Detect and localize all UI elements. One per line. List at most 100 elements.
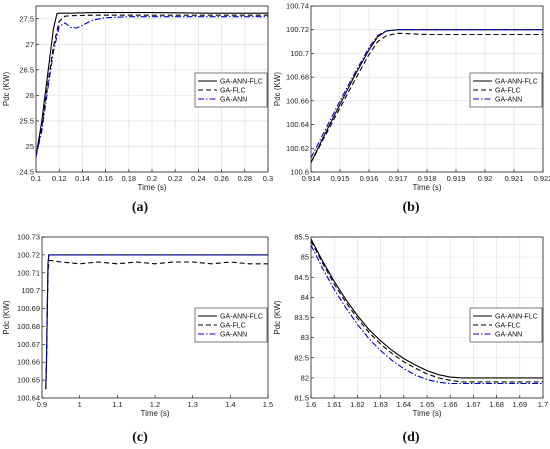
y-tick-label: 100.74 bbox=[286, 2, 309, 11]
y-tick-label: 100.67 bbox=[17, 340, 40, 349]
x-tick-label: 0.916 bbox=[360, 174, 379, 183]
x-tick-label: 1.62 bbox=[350, 400, 365, 409]
x-tick-label: 1.67 bbox=[466, 400, 481, 409]
chart-panel-3: 0.9 1 1.1 1.2 1.3 1.4 1.5 100.64 100.65 100.66 100… bbox=[2, 233, 273, 446]
x-tick-label: 1.5 bbox=[263, 400, 273, 409]
x-tick-label: 1.2 bbox=[150, 400, 160, 409]
legend-entry-label: GA-ANN-FLC bbox=[495, 79, 538, 86]
x-tick-label: 1.64 bbox=[396, 400, 411, 409]
y-tick-label: 24.5 bbox=[19, 168, 34, 177]
x-tick-label: 0.28 bbox=[237, 174, 252, 183]
x-tick-label: 0.16 bbox=[98, 174, 113, 183]
y-tick-label: 84 bbox=[301, 293, 309, 302]
x-tick-label: 0.918 bbox=[418, 174, 437, 183]
x-axis-label: Time (s) bbox=[412, 409, 441, 418]
x-tick-label: 0.921 bbox=[505, 174, 524, 183]
y-tick-label: 26 bbox=[26, 91, 34, 100]
chart-panel-2: 0.914 0.915 0.916 0.917 0.918 0.919 0.92 0.921 0… bbox=[273, 2, 550, 216]
legend-entry-label: GA-FLC bbox=[495, 323, 521, 330]
x-tick-label: 0.914 bbox=[302, 174, 321, 183]
x-tick-label: 0.24 bbox=[191, 174, 206, 183]
x-tick-label: 1.65 bbox=[420, 400, 435, 409]
x-tick-label: 1.4 bbox=[225, 400, 235, 409]
series-line-ga-flc bbox=[311, 240, 543, 383]
y-tick-label: 100.68 bbox=[17, 322, 40, 331]
y-tick-label: 100.66 bbox=[17, 358, 40, 367]
x-tick-label: 0.18 bbox=[121, 174, 136, 183]
x-tick-label: 1.3 bbox=[187, 400, 197, 409]
y-tick-label: 85 bbox=[301, 253, 309, 262]
y-tick-label: 100.66 bbox=[286, 96, 309, 105]
legend-entry-label: GA-ANN bbox=[495, 332, 522, 339]
y-tick-label: 100.6 bbox=[290, 168, 309, 177]
legend-entry-label: GA-ANN bbox=[220, 97, 247, 104]
x-tick-label: 1.66 bbox=[443, 400, 458, 409]
x-tick-label: 0.922 bbox=[534, 174, 550, 183]
y-tick-label: 100.64 bbox=[286, 120, 309, 129]
y-tick-label: 85.5 bbox=[294, 233, 309, 242]
y-tick-label: 100.72 bbox=[286, 25, 309, 34]
y-tick-label: 83 bbox=[301, 333, 309, 342]
legend-entry-label: GA-ANN bbox=[220, 332, 247, 339]
series-line-ga-ann-flc bbox=[36, 12, 268, 157]
x-tick-label: 1.1 bbox=[112, 400, 122, 409]
panel-label: (c) bbox=[132, 430, 148, 445]
x-tick-label: 0.919 bbox=[447, 174, 466, 183]
y-tick-label: 100.71 bbox=[17, 268, 40, 277]
y-tick-label: 27 bbox=[26, 40, 34, 49]
x-tick-label: 0.3 bbox=[263, 174, 273, 183]
x-tick-label: 1.63 bbox=[373, 400, 388, 409]
x-tick-label: 1.7 bbox=[538, 400, 548, 409]
y-tick-label: 83.5 bbox=[294, 313, 309, 322]
x-tick-label: 0.917 bbox=[389, 174, 408, 183]
y-tick-label: 100.7 bbox=[21, 286, 40, 295]
x-tick-label: 0.915 bbox=[331, 174, 350, 183]
legend-entry-label: GA-FLC bbox=[220, 323, 246, 330]
y-tick-label: 82.5 bbox=[294, 353, 309, 362]
y-axis-label: Pdc (KW) bbox=[2, 72, 11, 107]
y-tick-label: 84.5 bbox=[294, 273, 309, 282]
y-tick-label: 25 bbox=[26, 142, 34, 151]
y-tick-label: 100.62 bbox=[286, 144, 309, 153]
series-line-ga-ann bbox=[45, 254, 268, 384]
x-axis-label: Time (s) bbox=[137, 183, 166, 192]
y-tick-label: 100.65 bbox=[17, 376, 40, 385]
x-tick-label: 0.9 bbox=[37, 400, 47, 409]
y-tick-label: 81.5 bbox=[294, 394, 309, 403]
x-tick-label: 0.1 bbox=[31, 174, 41, 183]
chart-panel-1: 0.1 0.12 0.14 0.16 0.18 0.2 0.22 0.24 0.26 0.28 0.… bbox=[2, 5, 273, 215]
y-axis-label: Pdc (KW) bbox=[2, 300, 11, 335]
x-tick-label: 1.69 bbox=[512, 400, 527, 409]
x-tick-label: 0.2 bbox=[147, 174, 157, 183]
chart-panel-4: 1.6 1.61 1.62 1.63 1.64 1.65 1.66 1.67 1.68 1.69 1… bbox=[273, 233, 548, 446]
y-tick-label: 100.68 bbox=[286, 73, 309, 82]
series-line-ga-ann bbox=[311, 244, 543, 385]
legend-entry-label: GA-ANN bbox=[495, 97, 522, 104]
x-tick-label: 1.68 bbox=[489, 400, 504, 409]
legend: GA-ANN-FLC GA-FLC GA-ANN bbox=[194, 72, 268, 108]
series-line-ga-ann bbox=[311, 29, 543, 159]
legend: GA-ANN-FLC GA-FLC GA-ANN bbox=[469, 72, 543, 108]
x-tick-label: 1.61 bbox=[327, 400, 342, 409]
legend-entry-label: GA-FLC bbox=[495, 88, 521, 95]
legend-entry-label: GA-FLC bbox=[220, 88, 246, 95]
series-line-ga-ann-flc bbox=[311, 238, 543, 379]
y-tick-label: 26.5 bbox=[19, 65, 34, 74]
x-tick-label: 1 bbox=[78, 400, 82, 409]
legend: GA-ANN-FLC GA-FLC GA-ANN bbox=[469, 307, 543, 343]
y-axis-label: Pdc (KW) bbox=[273, 72, 282, 107]
x-tick-label: 0.26 bbox=[214, 174, 229, 183]
legend-entry-label: GA-ANN-FLC bbox=[220, 79, 263, 86]
panel-label: (d) bbox=[402, 430, 419, 445]
series-line-ga-flc bbox=[36, 14, 268, 157]
x-axis-label: Time (s) bbox=[412, 183, 441, 192]
panel-label: (b) bbox=[402, 200, 419, 215]
legend-entry-label: GA-ANN-FLC bbox=[220, 314, 263, 321]
x-tick-label: 0.12 bbox=[52, 174, 67, 183]
x-tick-label: 0.92 bbox=[478, 174, 493, 183]
x-tick-label: 1.6 bbox=[306, 400, 316, 409]
y-tick-label: 100.72 bbox=[17, 250, 40, 259]
panel-label: (a) bbox=[132, 200, 149, 215]
y-tick-label: 27.5 bbox=[19, 14, 34, 23]
